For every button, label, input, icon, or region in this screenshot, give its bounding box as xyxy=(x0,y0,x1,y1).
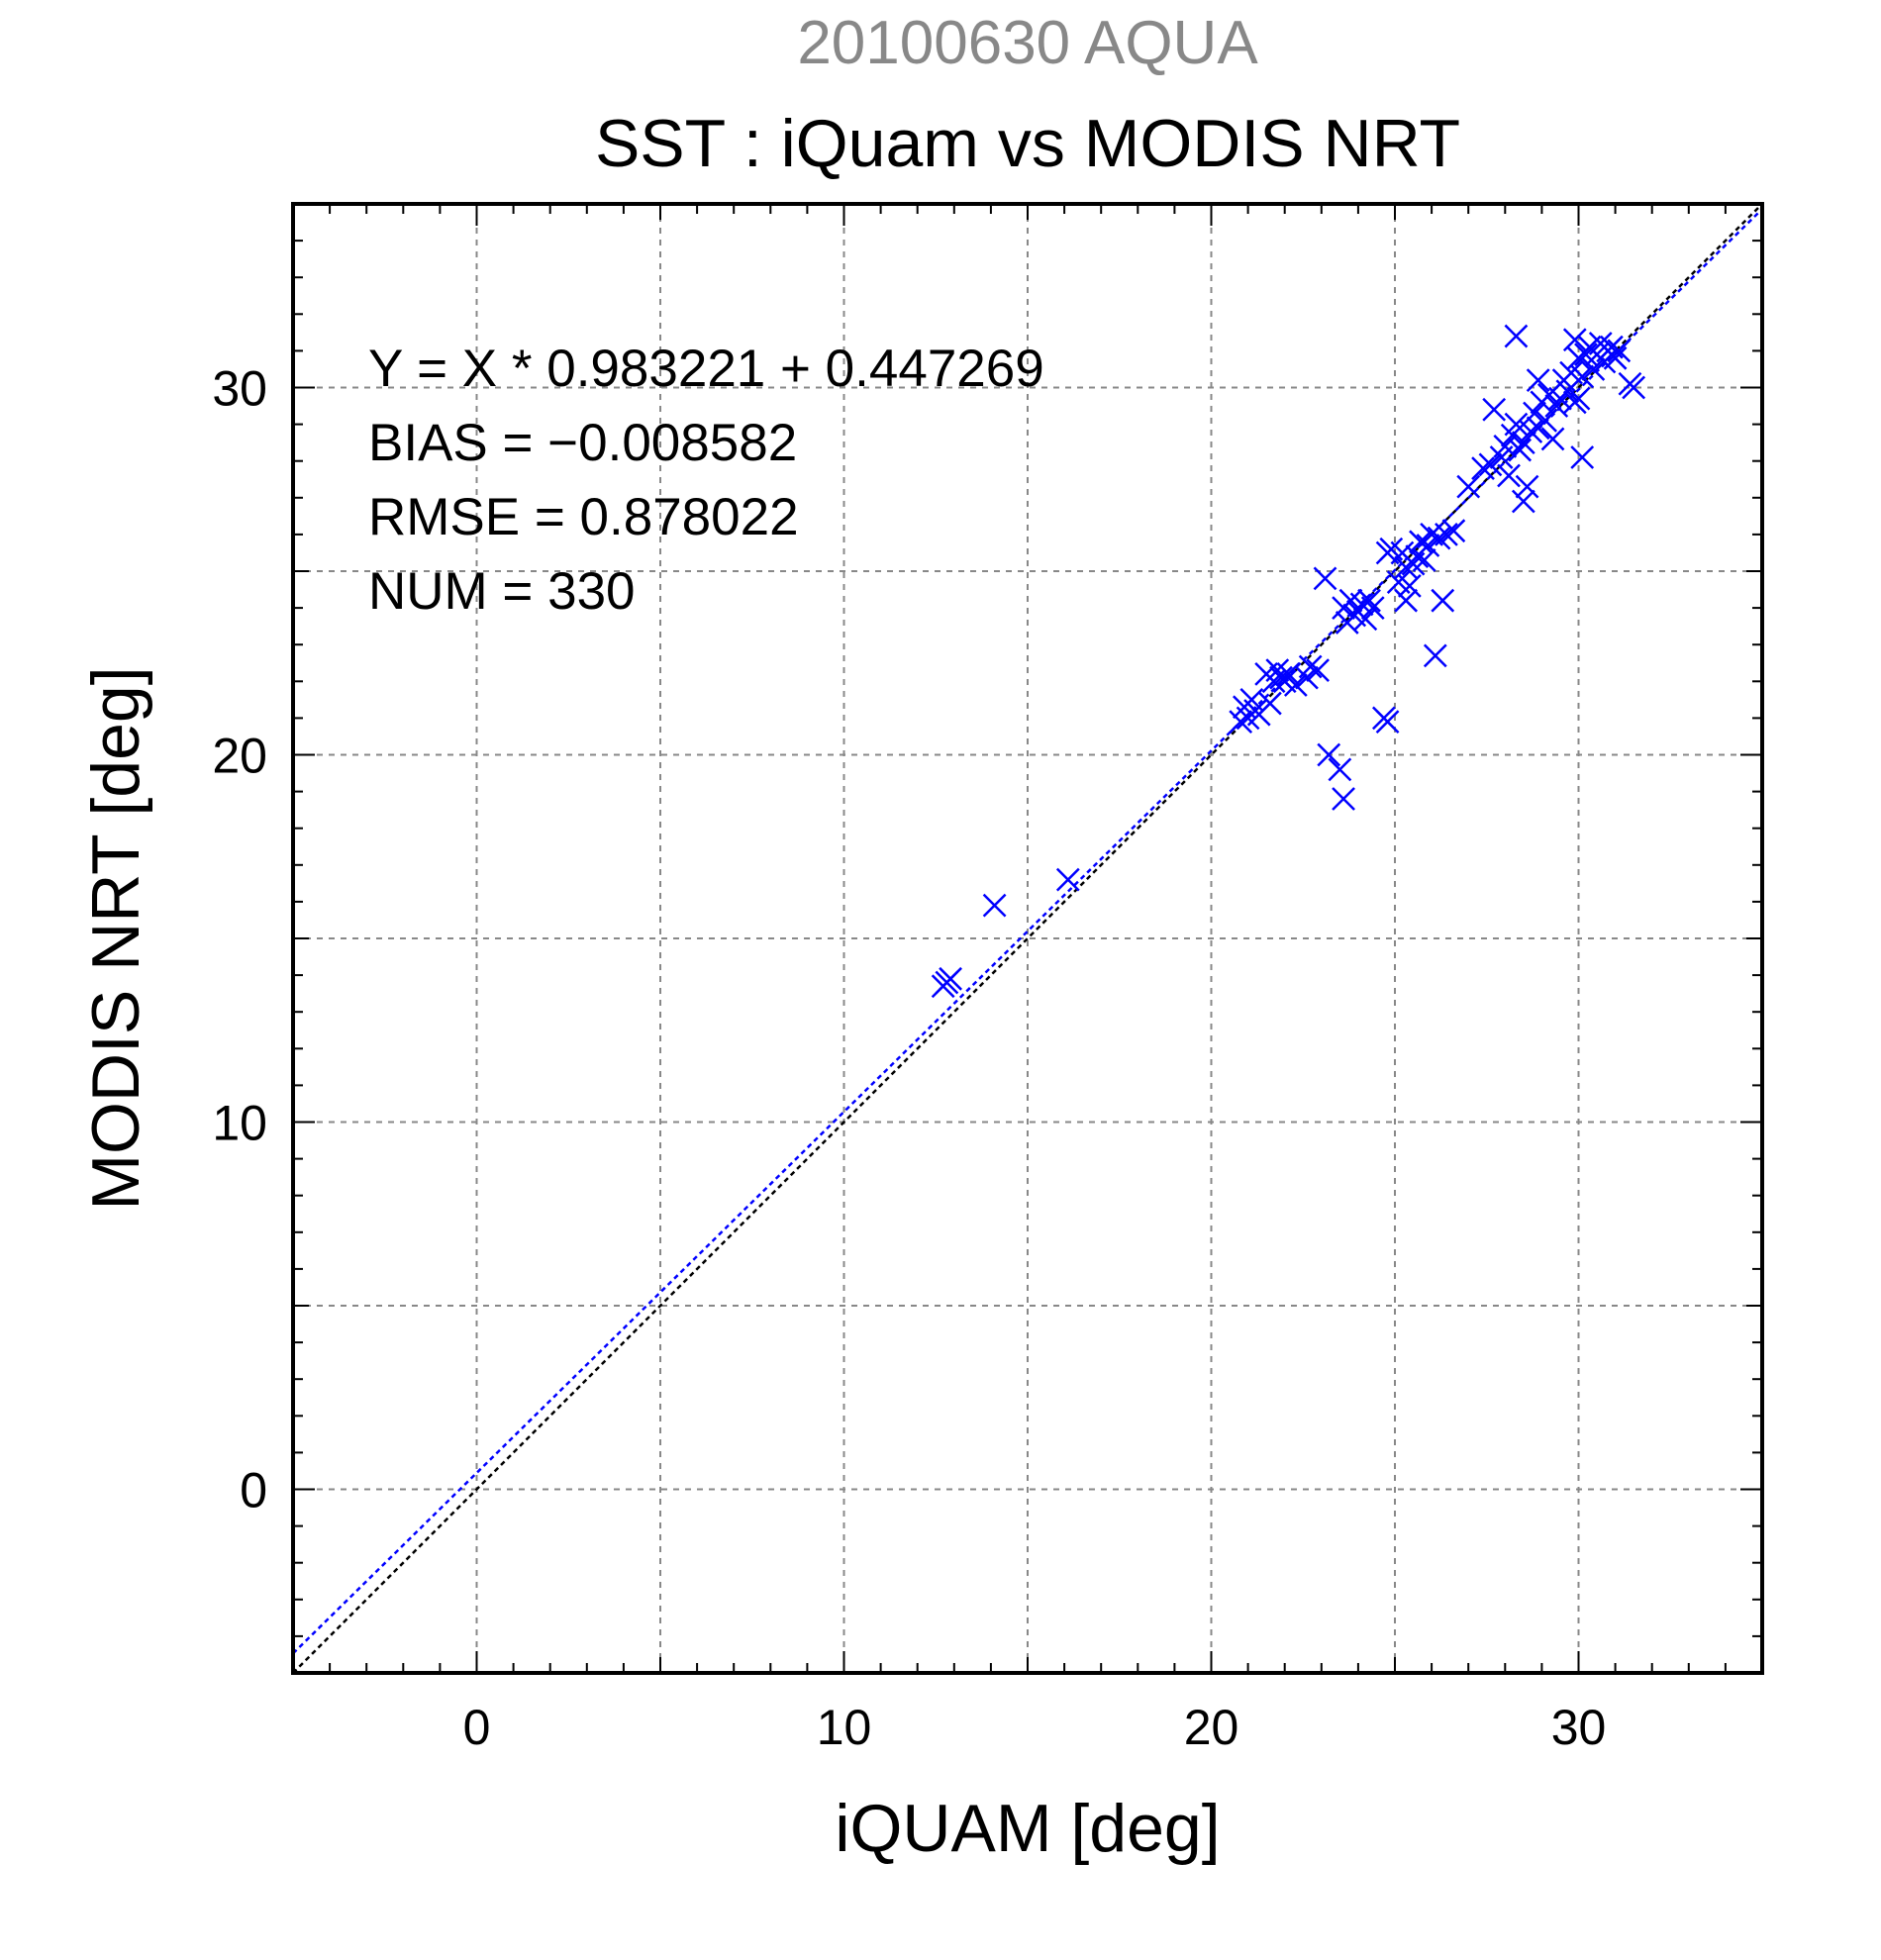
data-point xyxy=(1276,661,1301,686)
x-tick-labels: 0 10 20 30 xyxy=(463,1700,1607,1755)
data-point xyxy=(1471,456,1495,481)
stats-box: Y = X * 0.983221 + 0.447269 BIAS = −0.00… xyxy=(368,340,1044,621)
data-point xyxy=(1622,375,1646,400)
data-point xyxy=(1570,445,1595,469)
y-axis-title: MODIS NRT [deg] xyxy=(78,666,153,1210)
data-point xyxy=(1493,434,1518,458)
data-point xyxy=(1298,654,1323,679)
plot-frame xyxy=(291,202,1764,1675)
data-point xyxy=(1478,452,1503,477)
data-point xyxy=(1229,710,1253,734)
y-tick-label: 30 xyxy=(212,361,267,417)
data-point xyxy=(982,893,1007,918)
data-point xyxy=(1497,463,1521,488)
y-tick-label: 0 xyxy=(240,1463,267,1519)
y-tick-label: 10 xyxy=(212,1096,267,1151)
data-point xyxy=(1581,357,1606,381)
data-point xyxy=(1574,343,1598,366)
stats-rmse: RMSE = 0.878022 xyxy=(368,488,799,546)
chart-title: SST : iQuam vs MODIS NRT xyxy=(595,106,1460,181)
data-point xyxy=(1423,643,1447,668)
data-point xyxy=(1544,394,1569,418)
data-point xyxy=(1508,438,1533,462)
data-point xyxy=(1519,420,1543,443)
data-point xyxy=(1570,364,1595,389)
fit-line xyxy=(293,208,1762,1655)
data-point xyxy=(1257,691,1282,716)
data-point xyxy=(1397,573,1422,598)
data-point xyxy=(1394,588,1419,613)
data-point xyxy=(1603,345,1628,370)
data-point xyxy=(1504,412,1529,437)
stats-fit-equation: Y = X * 0.983221 + 0.447269 xyxy=(368,340,1044,398)
data-point xyxy=(1332,787,1355,811)
data-point xyxy=(1504,324,1529,348)
x-axis-title: iQUAM [deg] xyxy=(835,1791,1220,1866)
data-point xyxy=(1409,530,1433,554)
data-point xyxy=(1534,409,1557,433)
data-point xyxy=(1540,427,1565,451)
data-point xyxy=(1456,474,1481,499)
y-tick-labels: 0 10 20 30 xyxy=(212,361,267,1519)
data-point xyxy=(1515,474,1539,499)
data-point xyxy=(1523,401,1546,426)
data-point xyxy=(1431,588,1455,613)
data-point xyxy=(1511,489,1535,514)
data-point xyxy=(1482,397,1507,422)
x-tick-label: 0 xyxy=(463,1700,491,1755)
data-point xyxy=(1435,523,1458,546)
x-tick-label: 20 xyxy=(1184,1700,1239,1755)
data-point xyxy=(1566,386,1591,411)
data-point xyxy=(1317,742,1341,767)
data-point xyxy=(1328,757,1352,782)
data-point xyxy=(1441,519,1466,543)
data-point xyxy=(931,974,955,999)
data-point xyxy=(1055,867,1080,892)
data-point xyxy=(1306,658,1330,683)
data-point xyxy=(1375,710,1400,734)
chart-subtitle: 20100630 AQUA xyxy=(797,9,1258,77)
data-point xyxy=(1353,607,1378,632)
stats-num: NUM = 330 xyxy=(368,562,636,621)
x-tick-label: 10 xyxy=(817,1700,872,1755)
data-point xyxy=(1313,566,1337,591)
grid xyxy=(293,204,1762,1673)
data-point xyxy=(1412,547,1436,572)
data-point xyxy=(1360,596,1385,620)
data-points xyxy=(931,324,1646,999)
y-tick-label: 20 xyxy=(212,729,267,784)
data-point xyxy=(1427,526,1451,550)
x-tick-label: 30 xyxy=(1551,1700,1607,1755)
data-point xyxy=(1526,368,1550,392)
stats-bias: BIAS = −0.008582 xyxy=(368,414,797,472)
data-point xyxy=(1562,328,1587,352)
data-point xyxy=(1357,588,1381,613)
data-point xyxy=(1607,339,1632,363)
data-point xyxy=(1283,673,1308,697)
